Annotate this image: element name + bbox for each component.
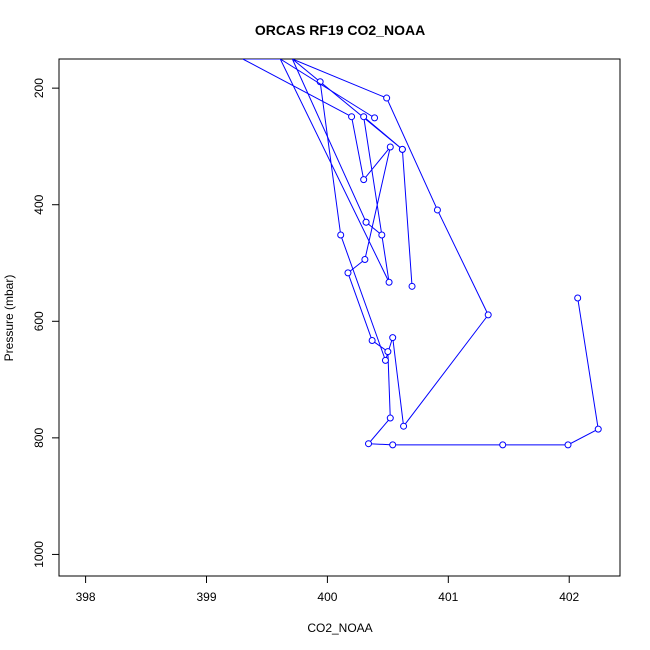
data-point (360, 113, 368, 121)
data-point (384, 348, 392, 356)
y-tick-label: 800 (32, 428, 46, 448)
series-line (242, 59, 599, 446)
x-tick-label: 402 (559, 590, 579, 604)
data-point (499, 441, 507, 449)
data-point (383, 94, 391, 102)
data-point (574, 294, 582, 302)
data-point (348, 113, 356, 121)
y-tick-label: 200 (32, 78, 46, 98)
series-segment (291, 59, 367, 223)
data-point (389, 441, 397, 449)
data-point (386, 143, 394, 151)
data-point (344, 269, 352, 277)
x-axis: 398 399 400 401 402 (76, 575, 580, 604)
data-point (360, 176, 368, 184)
data-point (368, 337, 376, 345)
data-point (398, 145, 406, 153)
data-point (337, 231, 345, 239)
series-layer (242, 59, 602, 449)
y-tick-label: 1000 (32, 541, 46, 568)
data-point (386, 414, 394, 422)
x-tick-label: 400 (317, 590, 337, 604)
x-tick-label: 401 (438, 590, 458, 604)
x-axis-label: CO2_NOAA (307, 621, 372, 635)
data-point (484, 311, 492, 319)
series-segment (279, 59, 375, 119)
data-point (564, 441, 572, 449)
data-point (400, 422, 408, 430)
data-point (381, 356, 389, 364)
data-point (433, 206, 441, 214)
data-point (378, 231, 386, 239)
data-point (389, 334, 397, 342)
x-tick-label: 399 (196, 590, 216, 604)
data-point (594, 425, 602, 433)
data-point (361, 256, 369, 264)
data-point (362, 218, 370, 226)
y-tick-label: 600 (32, 311, 46, 331)
data-point (365, 440, 373, 448)
data-point (408, 282, 416, 290)
x-tick-label: 398 (76, 590, 96, 604)
data-point (385, 278, 393, 286)
y-axis: 200 400 600 800 1000 (32, 78, 60, 568)
plot-area-frame (58, 58, 621, 577)
chart-title: ORCAS RF19 CO2_NOAA (255, 22, 425, 38)
y-tick-label: 400 (32, 194, 46, 214)
data-point (371, 114, 379, 122)
y-axis-label: Pressure (mbar) (2, 275, 16, 362)
